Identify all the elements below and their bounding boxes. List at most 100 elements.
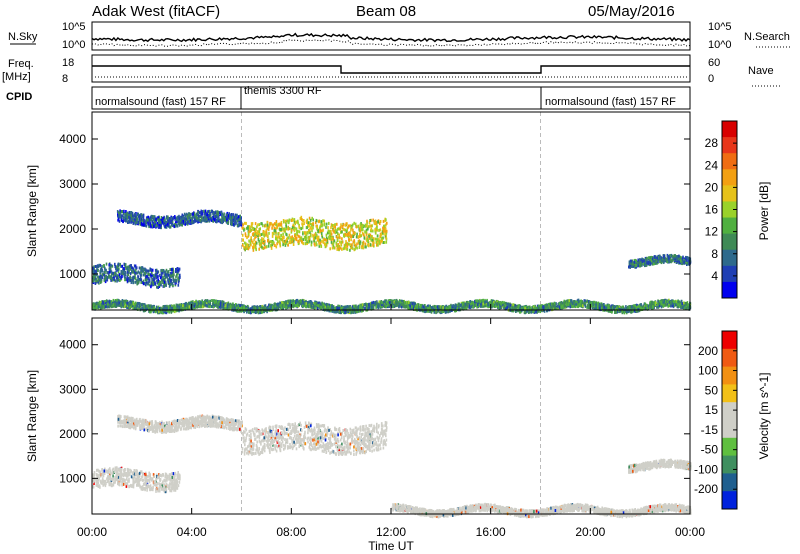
echo-cell <box>232 219 235 223</box>
echo-cell <box>104 276 106 280</box>
echo-cell <box>474 299 476 303</box>
echo-cell <box>145 278 148 282</box>
echo-cell <box>643 259 645 263</box>
cpid-mode-2: themis 3300 RF <box>244 85 322 97</box>
echo-cell <box>635 303 638 307</box>
echo-cell <box>120 210 123 214</box>
noise-tick-top-left: 10^5 <box>62 21 86 33</box>
echo-cell <box>309 218 312 222</box>
echo-cell <box>130 211 133 215</box>
echo-cell <box>159 276 162 280</box>
echo-cell <box>287 219 289 223</box>
echo-cell <box>321 224 323 228</box>
echo-cell <box>348 242 350 246</box>
echo-cell <box>149 268 152 271</box>
echo-cell <box>118 211 120 215</box>
echo-cell <box>101 273 104 277</box>
echo-cell <box>383 224 385 228</box>
echo-cell <box>145 216 148 220</box>
echo-cell <box>104 266 106 270</box>
echo-cell <box>234 213 237 217</box>
echo-cell <box>661 302 664 306</box>
echo-cell <box>157 225 160 229</box>
echo-cell <box>293 220 296 224</box>
echo-cell <box>165 311 168 315</box>
echo-cell <box>140 273 143 277</box>
echo-cell <box>204 217 206 221</box>
echo-cell <box>687 258 689 262</box>
echo-cell <box>368 244 370 248</box>
echo-cell <box>262 246 265 250</box>
echo-cell <box>252 227 254 230</box>
echo-cell <box>314 233 316 237</box>
echo-cell <box>391 303 393 307</box>
echo-cell <box>163 284 165 288</box>
echo-cell <box>659 257 662 261</box>
echo-cell <box>310 223 313 227</box>
echo-cell <box>280 237 283 241</box>
echo-cell <box>284 241 286 245</box>
echo-cell <box>325 238 328 242</box>
echo-cell <box>247 226 249 230</box>
echo-cell <box>649 306 651 309</box>
echo-cell <box>293 229 296 233</box>
echo-cell <box>360 234 362 238</box>
echo-cell <box>637 261 639 265</box>
echo-cell <box>105 262 108 266</box>
echo-cell <box>290 219 293 222</box>
echo-cell <box>170 310 173 314</box>
echo-cell <box>171 271 174 275</box>
echo-cell <box>176 218 178 222</box>
echo-cell <box>642 258 644 262</box>
echo-cell <box>353 239 355 243</box>
echo-cell <box>152 274 154 278</box>
echo-cell <box>178 217 181 221</box>
echo-cell <box>172 275 174 279</box>
echo-cell <box>200 211 202 215</box>
echo-cell <box>111 276 114 280</box>
echo-cell <box>175 223 177 227</box>
echo-cell <box>331 236 333 240</box>
echo-cell <box>258 239 260 243</box>
echo-cell <box>292 243 295 246</box>
echo-cell <box>275 223 278 227</box>
echo-cell <box>117 268 120 272</box>
echo-cell <box>285 241 288 245</box>
echo-cell <box>352 231 355 235</box>
echo-cell <box>191 220 193 224</box>
echo-cell <box>118 273 121 277</box>
echo-cell <box>671 258 674 262</box>
echo-cell <box>157 286 159 289</box>
echo-cell <box>92 279 94 282</box>
echo-cell <box>634 265 636 269</box>
echo-cell <box>125 266 127 270</box>
echo-cell <box>188 213 190 217</box>
echo-cell <box>157 278 159 282</box>
echo-cell <box>628 261 631 265</box>
echo-cell <box>170 216 173 220</box>
echo-cell <box>160 269 162 273</box>
echo-cell <box>287 236 289 240</box>
echo-cell <box>328 236 331 240</box>
echo-cell <box>340 305 343 309</box>
echo-cell <box>639 264 641 268</box>
echo-cell <box>637 264 639 268</box>
echo-cell <box>116 279 118 283</box>
echo-cell <box>322 302 325 306</box>
echo-cell <box>332 241 335 245</box>
echo-cell <box>98 263 100 267</box>
echo-cell <box>97 280 99 284</box>
echo-cell <box>529 310 531 314</box>
echo-cell <box>262 237 265 241</box>
echo-cell <box>502 303 505 307</box>
echo-cell <box>122 216 125 220</box>
echo-cell <box>128 216 131 220</box>
echo-cell <box>651 257 654 261</box>
echo-cell <box>160 218 163 222</box>
echo-cell <box>640 258 642 262</box>
echo-cell <box>268 241 270 245</box>
echo-cell <box>303 222 305 225</box>
echo-cell <box>385 240 388 244</box>
echo-cell <box>141 269 144 273</box>
echo-cell <box>330 226 332 230</box>
